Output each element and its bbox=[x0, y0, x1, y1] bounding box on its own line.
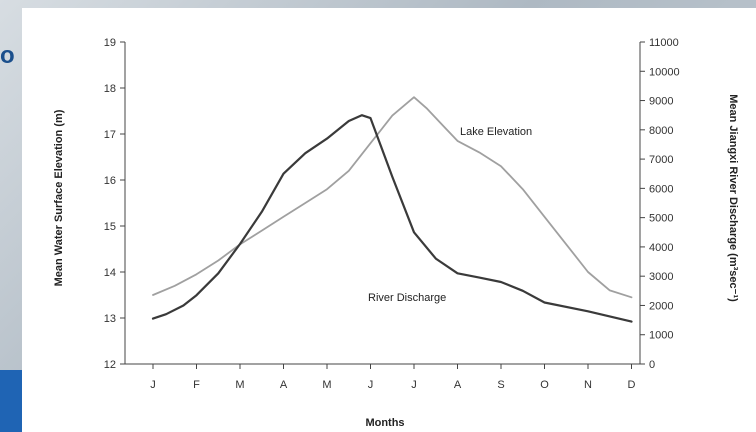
y-tick-label: 13 bbox=[104, 313, 116, 325]
y2-tick-label: 5000 bbox=[649, 213, 673, 225]
x-tick-label: J bbox=[411, 379, 417, 391]
x-tick-label: A bbox=[280, 379, 288, 391]
river-discharge-annotation: River Discharge bbox=[368, 292, 446, 304]
y2-tick-label: 8000 bbox=[649, 125, 673, 137]
y-tick-label: 12 bbox=[104, 359, 116, 371]
y2-axis-label: Mean Jiangxi River Discharge (m³sec⁻¹) bbox=[727, 94, 739, 302]
y-axis-label: Mean Water Surface Elevation (m) bbox=[53, 109, 65, 286]
x-tick-label: F bbox=[193, 379, 200, 391]
y-tick-label: 16 bbox=[104, 175, 116, 187]
x-tick-label: S bbox=[497, 379, 504, 391]
x-tick-label: J bbox=[150, 379, 156, 391]
y-tick-label: 19 bbox=[104, 37, 116, 49]
x-tick-label: D bbox=[628, 379, 636, 391]
chart-panel: 12 13 14 15 16 17 18 19 0 1000 2000 3000 4000 5000 600… bbox=[22, 8, 756, 432]
river-discharge-line bbox=[151, 114, 633, 323]
y2-tick-label: 1000 bbox=[649, 330, 673, 342]
x-tick-label: M bbox=[235, 379, 244, 391]
x-tick-label: N bbox=[584, 379, 592, 391]
y-tick-label: 17 bbox=[104, 129, 116, 141]
y-tick-label: 18 bbox=[104, 83, 116, 95]
y2-tick-label: 2000 bbox=[649, 300, 673, 312]
y2-tick-label: 3000 bbox=[649, 271, 673, 283]
y2-tick-label: 9000 bbox=[649, 96, 673, 108]
y2-tick-label: 11000 bbox=[649, 37, 679, 49]
y2-tick-label: 10000 bbox=[649, 66, 680, 78]
lake-elevation-line bbox=[152, 96, 633, 299]
x-axis-label: Months bbox=[365, 417, 404, 429]
y2-tick-label: 0 bbox=[649, 359, 655, 371]
y2-tick-label: 4000 bbox=[649, 242, 673, 254]
lake-elevation-annotation: Lake Elevation bbox=[460, 126, 532, 138]
x-tick-label: M bbox=[322, 379, 331, 391]
y2-tick-label: 6000 bbox=[649, 183, 673, 195]
slide-title-fragment: o bbox=[0, 42, 15, 69]
y-tick-label: 14 bbox=[104, 267, 116, 279]
x-tick-label: A bbox=[454, 379, 462, 391]
y-tick-label: 15 bbox=[104, 221, 116, 233]
x-tick-label: O bbox=[540, 379, 549, 391]
chart-svg: 12 13 14 15 16 17 18 19 0 1000 2000 3000 4000 5000 600… bbox=[53, 37, 739, 429]
x-tick-label: J bbox=[368, 379, 374, 391]
y2-tick-label: 7000 bbox=[649, 154, 673, 166]
